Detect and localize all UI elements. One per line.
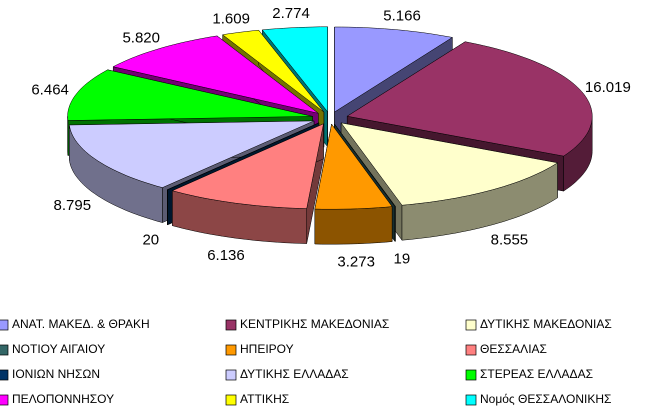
slice [346,41,593,157]
legend-label: ΝΟΤΙΟΥ ΑΙΓΑΙΟΥ [12,342,105,356]
value-label: 8.555 [491,231,529,248]
slice [68,120,315,188]
slice [334,26,454,113]
slice [171,123,324,209]
value-label: 6.136 [207,247,245,264]
value-label: 20 [142,232,159,249]
legend-label: ΑΤΤΙΚΗΣ [240,392,289,406]
slice [340,122,559,206]
legend-label: ΠΕΛΟΠΟΝΝΗΣΟΥ [12,392,114,406]
legend-label: ΗΠΕΙΡΟΥ [240,342,294,356]
legend-swatch [465,369,477,381]
legend-label: ΔΥΤΙΚΗΣ ΕΛΛΑΔΑΣ [240,367,349,381]
legend-swatch [0,344,9,356]
legend-swatch [0,369,9,381]
legend-swatch [465,394,477,406]
legend-swatch [225,394,237,406]
legend-swatch [465,344,477,356]
slice [334,123,396,207]
legend-label: ΑΝΑΤ. ΜΑΚΕΔ. & ΘΡΑΚΗ [12,317,150,331]
slice [221,29,325,113]
legend-label: ΙΟΝΙΩΝ ΝΗΣΩΝ [12,367,100,381]
legend-label: ΔΥΤΙΚΗΣ ΜΑΚΕΔΟΝΙΑΣ [480,317,612,331]
slice [112,35,319,114]
value-label: 16.019 [585,79,631,96]
slice-side [394,206,396,242]
legend-label: Νομός ΘΕΣΣΑΛΟΝΙΚΗΣ [480,392,611,406]
slice [167,122,320,191]
value-label: 1.609 [212,10,250,27]
slice [261,26,328,113]
value-label: 6.464 [31,81,69,98]
legend-swatch [465,319,477,331]
value-label: 5.820 [122,29,160,46]
value-label: 3.273 [337,254,375,271]
value-label: 19 [393,251,410,268]
legend-label: ΣΤΕΡΕΑΣ ΕΛΛΑΔΑΣ [480,367,593,381]
legend-label: ΘΕΣΣΑΛΙΑΣ [480,342,547,356]
slice-side [314,206,393,245]
value-label: 8.795 [54,197,92,214]
legend-swatch [225,344,237,356]
slice [314,123,393,210]
legend-swatch [225,319,237,331]
value-label: 5.166 [383,7,421,24]
value-label: 2.774 [272,5,310,22]
slice [67,69,313,121]
legend-swatch [0,394,9,406]
legend-label: ΚΕΝΤΡΙΚΗΣ ΜΑΚΕΔΟΝΙΑΣ [240,317,389,331]
legend-swatch [225,369,237,381]
legend-swatch [0,319,9,331]
